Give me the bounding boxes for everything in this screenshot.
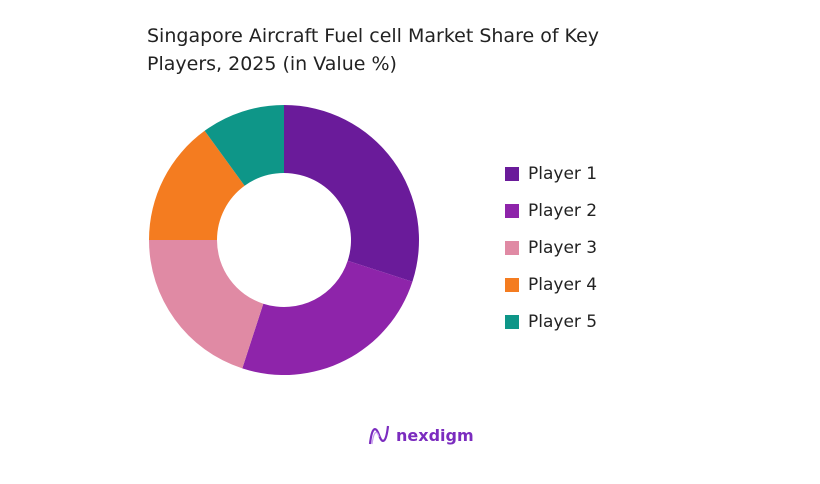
slice-player-1 <box>284 105 420 282</box>
legend: Player 1 Player 2 Player 3 Player 4 Player 5 <box>505 155 597 340</box>
legend-label: Player 1 <box>528 163 598 184</box>
legend-label: Player 5 <box>528 311 598 332</box>
legend-item: Player 5 <box>505 303 597 340</box>
legend-swatch <box>505 240 519 255</box>
legend-swatch <box>505 203 519 218</box>
slice-player-2 <box>242 260 413 375</box>
legend-swatch <box>505 166 519 181</box>
legend-item: Player 3 <box>505 229 597 266</box>
legend-item: Player 2 <box>505 192 597 229</box>
nexdigm-logo-icon <box>368 425 390 445</box>
legend-item: Player 4 <box>505 266 597 303</box>
legend-label: Player 4 <box>528 274 598 295</box>
legend-item: Player 1 <box>505 155 597 192</box>
legend-label: Player 2 <box>528 200 598 221</box>
brand-name: nexdigm <box>396 425 474 445</box>
brand-logo: nexdigm <box>368 424 474 446</box>
slice-player-3 <box>149 240 264 369</box>
legend-swatch <box>505 314 519 329</box>
chart-title: Singapore Aircraft Fuel cell Market Shar… <box>147 25 600 75</box>
slice-player-5 <box>204 105 284 186</box>
legend-label: Player 3 <box>528 237 598 258</box>
legend-swatch <box>505 277 519 292</box>
slice-player-4 <box>149 130 245 240</box>
